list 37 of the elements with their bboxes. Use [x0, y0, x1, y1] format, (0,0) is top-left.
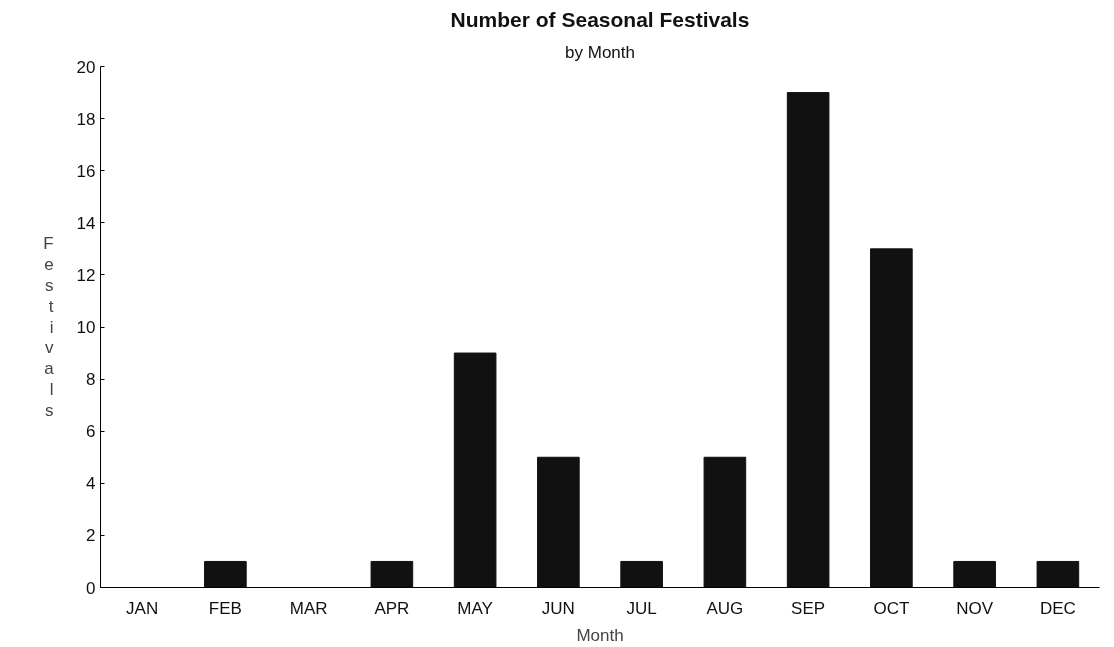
- y-tick-label: 16: [76, 161, 96, 181]
- chart-title: Number of Seasonal Festivals: [450, 7, 750, 31]
- bar: [786, 92, 830, 588]
- y-tick-label: 18: [76, 109, 96, 129]
- bar: [703, 456, 747, 588]
- y-tick-label: 20: [76, 57, 96, 77]
- x-tick-label: JAN: [126, 598, 159, 618]
- bar: [537, 456, 580, 588]
- bar: [620, 560, 663, 588]
- x-tick-label: FEB: [208, 598, 242, 618]
- x-axis-title: Month: [576, 625, 624, 645]
- y-tick-label: 2: [86, 526, 96, 546]
- chart-subtitle: by Month: [565, 42, 635, 62]
- text: Festivals: [43, 233, 54, 421]
- y-tick-label: 14: [76, 213, 96, 233]
- y-tick-label: 6: [86, 422, 96, 442]
- x-tick-label: APR: [374, 598, 410, 618]
- y-tick-label: 8: [86, 370, 96, 390]
- x-tick-label: SEP: [791, 598, 826, 618]
- bar: [204, 560, 247, 588]
- y-tick-label: 10: [76, 318, 96, 337]
- bar: [370, 560, 414, 588]
- bar: [953, 560, 996, 588]
- bar: [1036, 560, 1080, 588]
- x-tick-label: JUL: [626, 598, 657, 618]
- y-tick-label: 4: [86, 474, 96, 494]
- bar: [453, 352, 497, 588]
- x-tick-label: MAR: [289, 598, 328, 618]
- y-tick-label: 12: [76, 265, 96, 285]
- x-tick-label: JUN: [541, 598, 575, 618]
- x-tick-label: NOV: [956, 598, 994, 618]
- x-tick-label: DEC: [1039, 598, 1076, 618]
- x-tick-label: OCT: [873, 598, 910, 618]
- y-tick-label: 0: [86, 578, 96, 598]
- bar: [870, 248, 913, 588]
- x-tick-label: AUG: [706, 598, 744, 618]
- x-tick-label: MAY: [457, 598, 493, 618]
